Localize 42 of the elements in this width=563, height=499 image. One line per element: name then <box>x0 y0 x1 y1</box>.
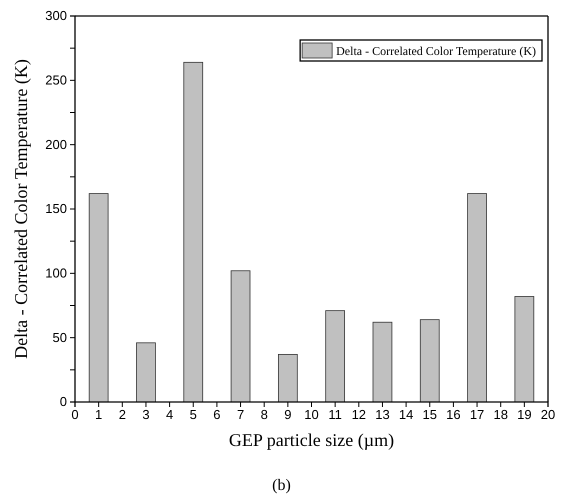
x-tick-label: 12 <box>352 407 366 422</box>
y-tick-label: 200 <box>45 136 67 152</box>
x-tick-label: 13 <box>375 407 390 422</box>
x-tick-label: 8 <box>260 407 268 422</box>
y-tick-label: 300 <box>45 8 67 24</box>
y-tick-label: 100 <box>45 265 67 280</box>
x-tick-label: 20 <box>540 407 556 422</box>
x-tick-label: 4 <box>166 407 174 422</box>
x-tick-label: 2 <box>118 407 126 422</box>
bar <box>278 354 298 402</box>
bar <box>325 310 346 402</box>
y-tick-label: 250 <box>45 72 67 88</box>
bar <box>514 296 534 402</box>
x-tick-label: 6 <box>213 407 221 422</box>
bar <box>467 193 487 402</box>
y-tick-label: 150 <box>45 201 67 216</box>
y-tick-label: 0 <box>60 394 67 410</box>
x-tick-label: 3 <box>142 407 150 422</box>
bar <box>183 62 204 402</box>
y-tick-label: 50 <box>52 330 67 345</box>
x-tick-label: 11 <box>328 407 342 422</box>
x-tick-label: 18 <box>493 407 508 422</box>
x-tick-label: 19 <box>517 407 532 422</box>
x-tick-label: 10 <box>304 407 319 422</box>
bar <box>136 342 156 402</box>
bar <box>230 270 250 402</box>
bar <box>420 319 440 402</box>
x-tick-label: 9 <box>284 407 292 422</box>
x-tick-label: 1 <box>95 407 102 422</box>
x-tick-label: 7 <box>236 407 244 422</box>
x-axis-title: GEP particle size (µm) <box>228 430 394 450</box>
x-tick-label: 15 <box>422 407 437 422</box>
x-tick-label: 17 <box>470 407 484 422</box>
x-tick-label: 0 <box>71 407 79 422</box>
bar <box>372 322 392 402</box>
x-tick-label: 5 <box>190 407 197 422</box>
x-tick-label: 16 <box>446 407 461 422</box>
y-axis-title: Delta - Correlated Color Temperature (K) <box>11 59 31 359</box>
legend-label: Delta - Correlated Color Temperature (K) <box>336 44 536 58</box>
bar <box>88 193 109 402</box>
text: (b) <box>272 477 291 494</box>
x-tick-label: 14 <box>398 407 414 422</box>
